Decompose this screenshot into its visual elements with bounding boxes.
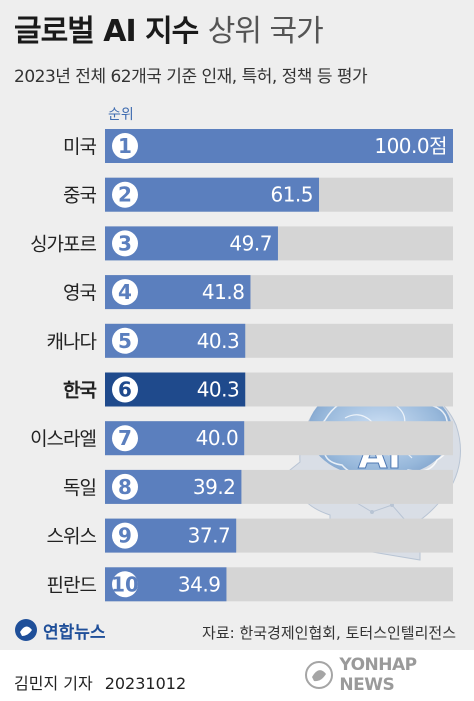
value-label: 49.7 bbox=[229, 231, 272, 255]
yonhap-logo: 연합뉴스 bbox=[14, 618, 106, 643]
rank-column-header: 순위 bbox=[108, 107, 134, 123]
watermark: YONHAP NEWS bbox=[304, 655, 474, 695]
rank-circle bbox=[112, 279, 138, 306]
rank-label: 8 bbox=[118, 475, 132, 499]
value-label: 40.3 bbox=[197, 378, 240, 402]
rank-label: 3 bbox=[118, 231, 132, 255]
bars-layer: 1 미국 100.0점 2 중국 61.5 3 싱가포르 49.7 4 영국 41.8 5 캐나다 40.3… bbox=[30, 129, 453, 602]
rank-label: 4 bbox=[118, 280, 132, 304]
watermark-logo-icon bbox=[305, 661, 333, 689]
category-label: 핀란드 bbox=[47, 574, 97, 596]
rank-label: 9 bbox=[118, 524, 132, 548]
rank-circle bbox=[112, 181, 138, 208]
rank-circle bbox=[112, 473, 138, 500]
rank-circle bbox=[112, 425, 138, 452]
category-label: 중국 bbox=[63, 185, 96, 207]
category-label: 스위스 bbox=[47, 526, 97, 548]
byline: 김민지 기자 20231012 bbox=[14, 670, 186, 694]
publish-date: 20231012 bbox=[104, 674, 187, 693]
category-label: 이스라엘 bbox=[30, 428, 96, 450]
rank-circle bbox=[112, 230, 138, 257]
rank-circle bbox=[112, 133, 138, 159]
value-label: 41.8 bbox=[202, 280, 245, 304]
rank-label: 5 bbox=[118, 329, 132, 353]
source-note: 자료: 한국경제인협회, 토터스인텔리전스 bbox=[202, 624, 456, 642]
bar bbox=[105, 177, 320, 212]
category-label: 영국 bbox=[63, 282, 96, 304]
watermark-text: YONHAP NEWS bbox=[339, 655, 417, 695]
category-label: 캐나다 bbox=[47, 331, 97, 353]
value-label: 40.0 bbox=[196, 426, 239, 450]
logo-text: 연합뉴스 bbox=[43, 622, 106, 643]
category-label: 미국 bbox=[63, 136, 96, 158]
chart-title-suffix: 상위 국가 bbox=[207, 14, 324, 49]
value-label: 40.3 bbox=[197, 329, 240, 353]
rank-label: 10 bbox=[111, 572, 139, 596]
category-label: 독일 bbox=[63, 477, 96, 499]
rank-label: 6 bbox=[118, 378, 132, 402]
rank-circle bbox=[112, 522, 138, 549]
rank-label: 1 bbox=[118, 134, 132, 158]
rank-label: 7 bbox=[118, 426, 132, 450]
reporter-name: 김민지 기자 bbox=[14, 674, 93, 693]
yonhap-logo-icon bbox=[15, 619, 37, 641]
value-label: 61.5 bbox=[270, 183, 313, 207]
value-label: 100.0점 bbox=[374, 134, 447, 158]
bar bbox=[105, 129, 453, 163]
category-label: 싱가포르 bbox=[30, 233, 96, 255]
chart-title: 글로벌 AI 지수 상위 국가 bbox=[14, 14, 324, 49]
category-label: 한국 bbox=[63, 380, 96, 402]
rank-circle bbox=[112, 327, 138, 354]
value-label: 39.2 bbox=[193, 475, 236, 499]
rank-label: 2 bbox=[118, 183, 132, 207]
rank-circle bbox=[112, 376, 138, 403]
chart-subtitle: 2023년 전체 62개국 기준 인재, 특허, 정책 등 평가 bbox=[14, 67, 368, 87]
value-label: 37.7 bbox=[188, 524, 231, 548]
value-label: 34.9 bbox=[178, 572, 221, 596]
rank-circle bbox=[112, 571, 138, 598]
